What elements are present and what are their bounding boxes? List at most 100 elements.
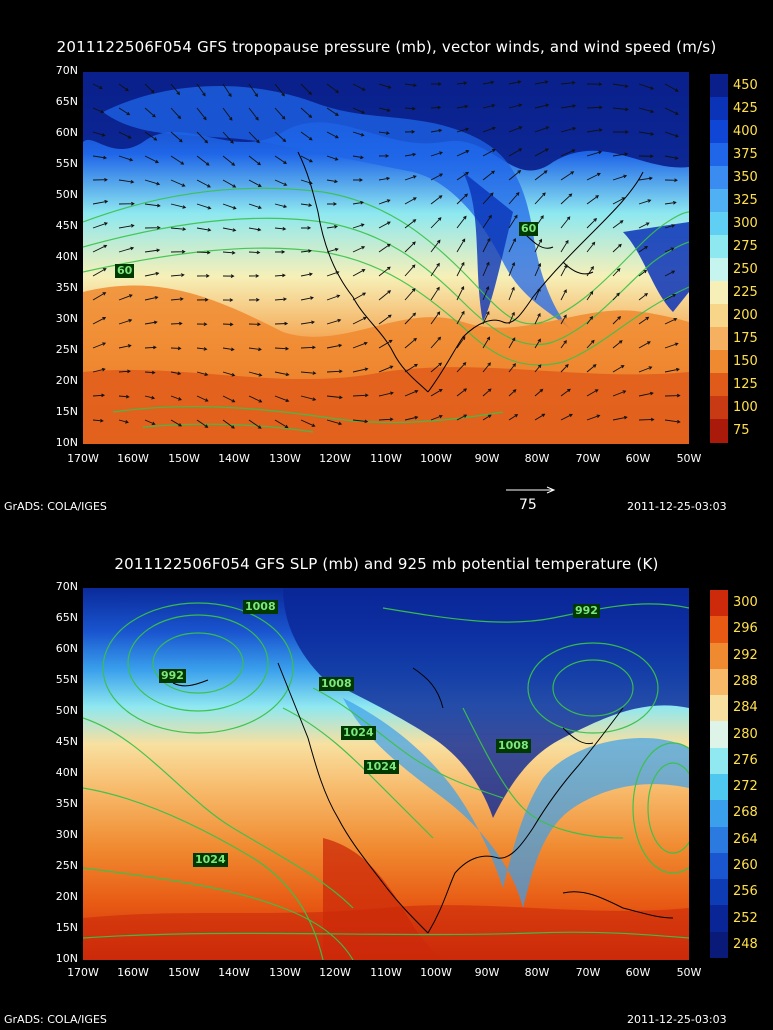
- wind-vector: [456, 414, 468, 421]
- wind-vector: [326, 419, 343, 426]
- footer-credit: GrADS: COLA/IGES: [4, 1013, 107, 1026]
- wind-vector: [456, 171, 470, 181]
- wind-vector: [404, 106, 416, 111]
- colorbar-segment: [710, 747, 728, 775]
- wind-vector: [534, 413, 546, 421]
- footer-timestamp: 2011-12-25-03:03: [627, 1013, 727, 1026]
- wind-vector: [638, 391, 654, 397]
- lon-label: 140W: [218, 966, 250, 979]
- wind-vector: [482, 103, 496, 109]
- wind-vector: [352, 83, 366, 91]
- contour-label: 992: [159, 669, 186, 683]
- wind-vector: [222, 83, 232, 98]
- wind-vector: [482, 261, 490, 277]
- wind-vector: [586, 128, 603, 133]
- wind-vector: [118, 107, 131, 116]
- wind-vector: [274, 321, 289, 326]
- wind-vector: [170, 321, 183, 326]
- wind-vector: [92, 222, 108, 229]
- wind-vector: [534, 238, 543, 253]
- wind-vector: [612, 152, 629, 157]
- wind-vector: [404, 197, 417, 205]
- lon-label: 70W: [575, 452, 601, 465]
- lat-label: 10N: [55, 436, 78, 449]
- wind-vector: [534, 192, 546, 205]
- wind-vector: [586, 290, 594, 301]
- wind-vector: [170, 131, 183, 143]
- lon-label: 50W: [676, 966, 702, 979]
- lon-label: 110W: [370, 966, 402, 979]
- wind-vector: [144, 107, 156, 118]
- wind-vector: [612, 243, 622, 253]
- lon-label: 140W: [218, 452, 250, 465]
- wind-vector: [638, 154, 654, 159]
- contour-label: 1024: [193, 853, 228, 867]
- colorbar-label: 425: [733, 100, 758, 116]
- wind-vector: [222, 419, 235, 429]
- contour-label: 992: [573, 604, 600, 618]
- wind-vector: [274, 346, 290, 351]
- wind-vector: [222, 155, 236, 166]
- wind-vector: [222, 395, 236, 403]
- wind-vector: [612, 130, 629, 134]
- wind-vector: [560, 104, 577, 109]
- wind-vector: [508, 262, 516, 277]
- wind-vector: [144, 155, 159, 164]
- colorbar-label: 75: [733, 422, 750, 438]
- wind-vector: [612, 415, 628, 421]
- wind-vector: [274, 250, 286, 254]
- wind-vector: [274, 155, 287, 165]
- wind-vector: [196, 419, 209, 428]
- wind-vector: [170, 155, 185, 165]
- wind-vector: [352, 131, 365, 137]
- wind-vector: [144, 295, 159, 301]
- wind-vector: [482, 237, 491, 253]
- lon-label: 60W: [625, 452, 651, 465]
- wind-vector: [274, 83, 285, 97]
- wind-vector: [664, 270, 676, 277]
- wind-vector: [664, 155, 679, 160]
- colorbar-label: 175: [733, 330, 758, 346]
- wind-vector: [352, 393, 369, 398]
- wind-vector: [430, 195, 443, 205]
- wind-vector: [664, 294, 677, 301]
- wind-vector: [92, 418, 104, 423]
- wind-vector: [300, 296, 314, 301]
- wind-vector: [274, 395, 290, 403]
- wind-vector: [378, 339, 393, 349]
- wind-vector: [326, 83, 340, 94]
- wind-vector: [508, 126, 523, 133]
- wind-vector: [456, 261, 465, 277]
- wind-vector: [534, 126, 550, 133]
- lon-label: 90W: [474, 966, 500, 979]
- wind-vector: [222, 179, 237, 188]
- colorbar-label: 150: [733, 353, 758, 369]
- wind-vector: [144, 395, 156, 400]
- wind-vector: [248, 322, 261, 327]
- wind-vector: [456, 150, 470, 157]
- lon-label: 80W: [524, 452, 550, 465]
- wind-vector: [638, 222, 650, 229]
- wind-vector: [144, 419, 156, 425]
- wind-vector: [378, 365, 394, 373]
- wind-speed-colorbar: [710, 74, 728, 443]
- wind-vector: [534, 287, 541, 301]
- wind-vector: [352, 200, 365, 205]
- wind-vector: [274, 179, 288, 186]
- wind-vector: [638, 246, 649, 253]
- lon-label: 150W: [168, 452, 200, 465]
- wind-vector: [378, 221, 391, 229]
- wind-vector: [300, 419, 316, 427]
- wind-vector: [404, 175, 417, 181]
- wind-vector: [482, 126, 496, 133]
- colorbar-segment: [710, 721, 728, 749]
- wind-vector: [300, 320, 315, 325]
- wind-vector: [404, 389, 419, 397]
- wind-vector: [404, 241, 416, 253]
- wind-vector: [300, 155, 313, 163]
- colorbar-segment: [710, 695, 728, 722]
- wind-vector: [534, 364, 542, 373]
- slp-map: 1008 992 992 1008 1024 1024 1008 1024: [83, 588, 689, 960]
- wind-vector: [144, 225, 161, 230]
- wind-vector: [118, 224, 135, 229]
